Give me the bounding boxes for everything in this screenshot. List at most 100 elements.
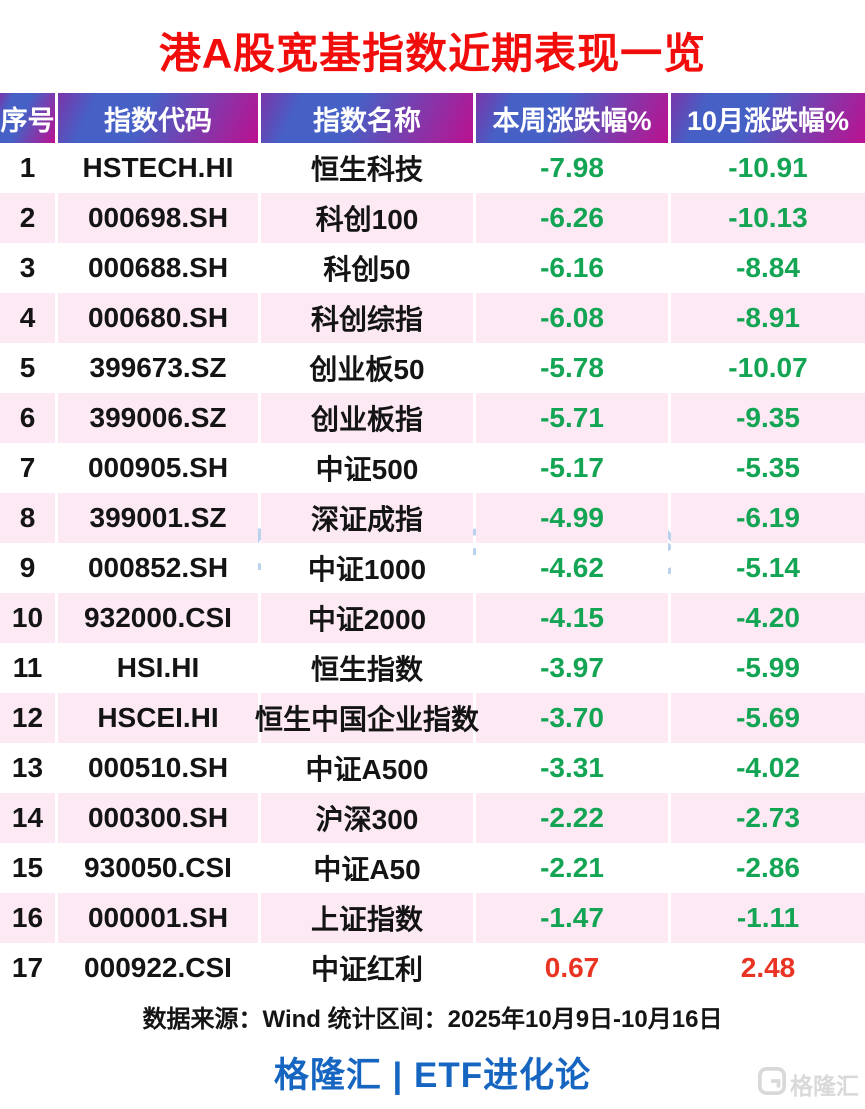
cell-rank: 14 (11, 802, 44, 833)
cell-code: 930050.CSI (84, 852, 232, 883)
cell-rank: 13 (11, 752, 44, 783)
cell-code: 000688.SH (87, 252, 229, 283)
table-row: 14 000300.SH 沪深300 -2.22 -2.73 (0, 793, 865, 843)
cell-rank: 3 (19, 252, 36, 283)
cell-oct-chg: -1.11 (736, 902, 800, 933)
cell-oct-chg: -4.20 (736, 602, 800, 633)
cell-week-chg: -1.47 (540, 902, 604, 933)
cell-name: 科创综指 (310, 304, 423, 335)
cell-rank: 17 (11, 952, 44, 983)
cell-code: 399673.SZ (89, 352, 227, 383)
cell-name: 中证500 (315, 454, 419, 485)
gelonghui-logo-icon (758, 1067, 786, 1101)
cell-name: 恒生中国企业指数 (255, 704, 480, 735)
cell-week-chg: -6.26 (540, 202, 604, 233)
cell-oct-chg: -4.02 (736, 752, 800, 783)
table-row: 9 000852.SH 中证1000 -4.62 -5.14 (0, 543, 865, 593)
cell-rank: 10 (11, 602, 44, 633)
header-cell-oct-chg: 10月涨跌幅% (671, 93, 865, 143)
table-row: 2 000698.SH 科创100 -6.26 -10.13 (0, 193, 865, 243)
table-row: 16 000001.SH 上证指数 -1.47 -1.11 (0, 893, 865, 943)
cell-name: 科创100 (315, 204, 419, 235)
cell-week-chg: -5.17 (540, 452, 604, 483)
cell-code: 399001.SZ (89, 502, 227, 533)
cell-oct-chg: 2.48 (740, 952, 796, 983)
cell-name: 创业板50 (309, 354, 425, 385)
cell-code: 000852.SH (87, 552, 229, 583)
cell-code: HSTECH.HI (82, 152, 234, 183)
cell-name: 科创50 (323, 254, 411, 285)
cell-rank: 4 (19, 302, 36, 333)
cell-week-chg: -2.21 (540, 852, 604, 883)
cell-oct-chg: -5.99 (736, 652, 800, 683)
cell-oct-chg: -5.69 (736, 702, 800, 733)
cell-code: 000510.SH (87, 752, 229, 783)
cell-rank: 8 (19, 502, 36, 533)
cell-name: 上证指数 (310, 904, 423, 935)
table-row: 4 000680.SH 科创综指 -6.08 -8.91 (0, 293, 865, 343)
cell-rank: 11 (12, 652, 43, 683)
cell-name: 恒生科技 (310, 154, 423, 185)
brand-line: 格隆汇 | ETF进化论 (273, 1056, 592, 1095)
header-cell-week-chg: 本周涨跌幅% (476, 93, 668, 143)
cell-name: 中证2000 (307, 604, 427, 635)
cell-week-chg: -6.08 (540, 302, 604, 333)
table-row: 7 000905.SH 中证500 -5.17 -5.35 (0, 443, 865, 493)
cell-week-chg: -4.62 (540, 552, 604, 583)
cell-rank: 16 (11, 902, 44, 933)
cell-oct-chg: -10.13 (728, 202, 808, 233)
cell-oct-chg: -8.84 (736, 252, 800, 283)
cell-oct-chg: -5.14 (736, 552, 800, 583)
cell-rank: 6 (19, 402, 36, 433)
cell-rank: 9 (19, 552, 36, 583)
table-row: 10 932000.CSI 中证2000 -4.15 -4.20 (0, 593, 865, 643)
cell-name: 中证A50 (313, 854, 421, 885)
index-performance-table: 序号 指数代码 指数名称 本周涨跌幅% 10月涨跌幅% 1 HSTECH.HI … (0, 93, 865, 993)
cell-code: HSI.HI (116, 652, 200, 683)
cell-week-chg: -4.15 (540, 602, 604, 633)
cell-code: 000001.SH (87, 902, 229, 933)
cell-name: 中证1000 (307, 554, 427, 585)
cell-rank: 5 (19, 352, 36, 383)
header-cell-code: 指数代码 (58, 93, 258, 143)
cell-name: 中证红利 (310, 954, 423, 985)
header-cell-name: 指数名称 (261, 93, 473, 143)
table-row: 8 399001.SZ 深证成指 -4.99 -6.19 (0, 493, 865, 543)
cell-week-chg: -3.31 (540, 752, 604, 783)
cell-rank: 15 (11, 852, 44, 883)
cell-week-chg: -2.22 (540, 802, 604, 833)
cell-week-chg: -3.70 (540, 702, 604, 733)
cell-rank: 2 (19, 202, 36, 233)
cell-rank: 7 (19, 452, 36, 483)
cell-week-chg: -5.71 (540, 402, 604, 433)
cell-code: 000905.SH (87, 452, 229, 483)
cell-oct-chg: -10.91 (728, 152, 808, 183)
cell-oct-chg: -8.91 (736, 302, 800, 333)
data-source-note: 数据来源：Wind 统计区间：2025年10月9日-10月16日 (142, 1006, 723, 1033)
cell-code: 000680.SH (87, 302, 229, 333)
gelonghui-logo-text: 格隆汇 (790, 1073, 859, 1099)
cell-code: HSCEI.HI (97, 702, 219, 733)
table-row: 3 000688.SH 科创50 -6.16 -8.84 (0, 243, 865, 293)
cell-week-chg: -6.16 (540, 252, 604, 283)
table-row: 6 399006.SZ 创业板指 -5.71 -9.35 (0, 393, 865, 443)
cell-week-chg: -7.98 (540, 152, 604, 183)
page-title: 港A股宽基指数近期表现一览 (158, 30, 707, 77)
cell-week-chg: -5.78 (540, 352, 604, 383)
table-body: 1 HSTECH.HI 恒生科技 -7.98 -10.91 2 000698.S… (0, 143, 865, 993)
table-row: 5 399673.SZ 创业板50 -5.78 -10.07 (0, 343, 865, 393)
cell-name: 中证A500 (305, 754, 429, 785)
table-row: 1 HSTECH.HI 恒生科技 -7.98 -10.91 (0, 143, 865, 193)
cell-oct-chg: -2.86 (736, 852, 800, 883)
table-header-row: 序号 指数代码 指数名称 本周涨跌幅% 10月涨跌幅% (0, 93, 865, 143)
header-cell-rank: 序号 (0, 93, 55, 143)
cell-code: 000698.SH (87, 202, 229, 233)
cell-code: 000922.CSI (84, 952, 232, 983)
cell-week-chg: 0.67 (544, 952, 600, 983)
cell-oct-chg: -10.07 (728, 352, 808, 383)
cell-week-chg: -3.97 (540, 652, 604, 683)
cell-oct-chg: -2.73 (736, 802, 800, 833)
table-row: 11 HSI.HI 恒生指数 -3.97 -5.99 (0, 643, 865, 693)
table-row: 17 000922.CSI 中证红利 0.67 2.48 (0, 943, 865, 993)
